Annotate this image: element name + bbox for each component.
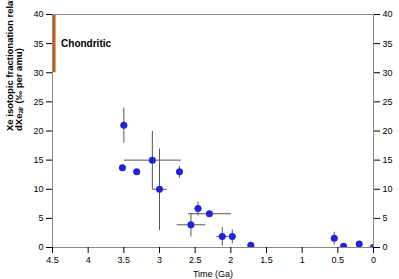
svg-text:15: 15 [383,155,393,165]
svg-text:30: 30 [383,68,393,78]
svg-text:0: 0 [371,255,376,265]
svg-text:4: 4 [86,255,91,265]
svg-text:25: 25 [33,97,43,107]
svg-text:10: 10 [383,184,393,194]
svg-text:35: 35 [383,39,393,49]
svg-text:1: 1 [300,255,305,265]
svg-text:20: 20 [383,126,393,136]
svg-text:3.5: 3.5 [118,255,131,265]
svg-text:2.5: 2.5 [189,255,202,265]
svg-text:20: 20 [33,126,43,136]
svg-text:5: 5 [38,213,43,223]
svg-text:10: 10 [33,184,43,194]
svg-text:2: 2 [228,255,233,265]
svg-text:5: 5 [383,213,388,223]
svg-text:40: 40 [33,9,43,19]
svg-text:30: 30 [33,68,43,78]
svg-text:35: 35 [33,39,43,49]
svg-text:0: 0 [38,242,43,252]
svg-text:0: 0 [383,242,388,252]
svg-text:15: 15 [33,155,43,165]
svg-text:Time (Ga): Time (Ga) [193,269,233,279]
svg-text:4.5: 4.5 [46,255,59,265]
svg-text:Chondritic: Chondritic [61,38,111,49]
svg-text:Xe isotopic fractionation rela: Xe isotopic fractionation relative to mo… [4,0,25,131]
svg-text:40: 40 [383,9,393,19]
svg-text:3: 3 [157,255,162,265]
svg-text:25: 25 [383,97,393,107]
svg-text:0.5: 0.5 [332,255,345,265]
svg-text:1.5: 1.5 [260,255,273,265]
